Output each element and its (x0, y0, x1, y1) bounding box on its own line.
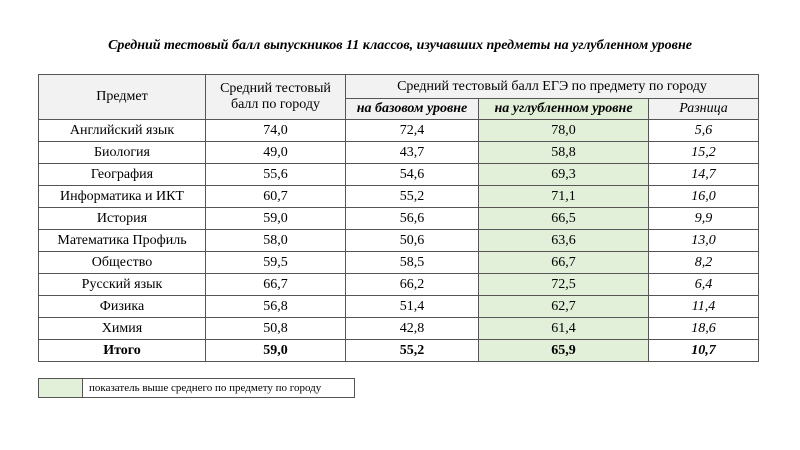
table-cell: Физика (38, 295, 206, 318)
table-row: Русский язык 66,7 66,2 72,5 6,4 (38, 273, 759, 296)
header-cell: на углубленном уровне (478, 98, 649, 120)
table-row: Общество 59,5 58,5 66,7 8,2 (38, 251, 759, 274)
table-cell: 71,1 (478, 185, 649, 208)
table-cell: 72,5 (478, 273, 649, 296)
table-body: Английский язык 74,0 72,4 78,0 5,6 Биология 49… (38, 119, 759, 362)
table-cell: 78,0 (478, 119, 649, 142)
table-row: Биология 49,0 43,7 58,8 15,2 (38, 141, 759, 164)
table-row: Информатика и ИКТ 60,7 55,2 71,1 16,0 (38, 185, 759, 208)
table-cell: 43,7 (345, 141, 479, 164)
table-cell: 18,6 (648, 317, 759, 340)
table-cell: 9,9 (648, 207, 759, 230)
table-cell: 65,9 (478, 339, 649, 362)
table-cell: 16,0 (648, 185, 759, 208)
header-cell: Средний тестовый балл по городу (205, 74, 346, 120)
legend-swatch (39, 379, 83, 397)
table-cell: 59,5 (205, 251, 346, 274)
table-cell: 55,6 (205, 163, 346, 186)
table-cell: 14,7 (648, 163, 759, 186)
table-row: Физика 56,8 51,4 62,7 11,4 (38, 295, 759, 318)
table-cell: География (38, 163, 206, 186)
table-cell: 8,2 (648, 251, 759, 274)
table-cell: 50,8 (205, 317, 346, 340)
table-cell: Итого (38, 339, 206, 362)
table-row: История 59,0 56,6 66,5 9,9 (38, 207, 759, 230)
table-cell: 59,0 (205, 207, 346, 230)
table-cell: 66,5 (478, 207, 649, 230)
results-table: Предмет Средний тестовый балл по городу … (38, 74, 759, 362)
table-cell: 62,7 (478, 295, 649, 318)
table-cell: 51,4 (345, 295, 479, 318)
table-cell: 74,0 (205, 119, 346, 142)
table-cell: Химия (38, 317, 206, 340)
table-cell: Английский язык (38, 119, 206, 142)
table-cell: 55,2 (345, 339, 479, 362)
table-cell: 58,8 (478, 141, 649, 164)
table-row: Английский язык 74,0 72,4 78,0 5,6 (38, 119, 759, 142)
table-cell: 66,2 (345, 273, 479, 296)
table-cell: 42,8 (345, 317, 479, 340)
table-cell: 66,7 (478, 251, 649, 274)
table-cell: Общество (38, 251, 206, 274)
table-cell: 56,8 (205, 295, 346, 318)
table-cell: 63,6 (478, 229, 649, 252)
table-cell: 56,6 (345, 207, 479, 230)
table-cell: 58,5 (345, 251, 479, 274)
table-cell: Информатика и ИКТ (38, 185, 206, 208)
table-cell: 59,0 (205, 339, 346, 362)
table-row: География 55,6 54,6 69,3 14,7 (38, 163, 759, 186)
legend-text: показатель выше среднего по предмету по … (89, 382, 322, 394)
table-cell: 15,2 (648, 141, 759, 164)
table-cell: 55,2 (345, 185, 479, 208)
table-row: Итого 59,0 55,2 65,9 10,7 (38, 339, 759, 362)
table-cell: Математика Профиль (38, 229, 206, 252)
header-cell: Разница (648, 98, 759, 120)
header-cell: Средний тестовый балл ЕГЭ по предмету по… (345, 74, 759, 99)
table-cell: 66,7 (205, 273, 346, 296)
table-cell: 58,0 (205, 229, 346, 252)
table-cell: 50,6 (345, 229, 479, 252)
table-cell: 69,3 (478, 163, 649, 186)
table-cell: 10,7 (648, 339, 759, 362)
table-cell: 6,4 (648, 273, 759, 296)
header-cell: Предмет (38, 74, 206, 120)
table-cell: 49,0 (205, 141, 346, 164)
title: Средний тестовый балл выпускников 11 кла… (108, 38, 692, 53)
table-cell: Биология (38, 141, 206, 164)
table-cell: 72,4 (345, 119, 479, 142)
table-cell: 61,4 (478, 317, 649, 340)
legend: показатель выше среднего по предмету по … (38, 378, 355, 398)
table-cell: 11,4 (648, 295, 759, 318)
table-row: Химия 50,8 42,8 61,4 18,6 (38, 317, 759, 340)
table-cell: 54,6 (345, 163, 479, 186)
table-cell: 60,7 (205, 185, 346, 208)
table-header: Предмет Средний тестовый балл по городу … (38, 74, 759, 120)
header-cell: на базовом уровне (345, 98, 479, 120)
table-cell: Русский язык (38, 273, 206, 296)
table-cell: История (38, 207, 206, 230)
table-row: Математика Профиль 58,0 50,6 63,6 13,0 (38, 229, 759, 252)
table-cell: 5,6 (648, 119, 759, 142)
table-cell: 13,0 (648, 229, 759, 252)
